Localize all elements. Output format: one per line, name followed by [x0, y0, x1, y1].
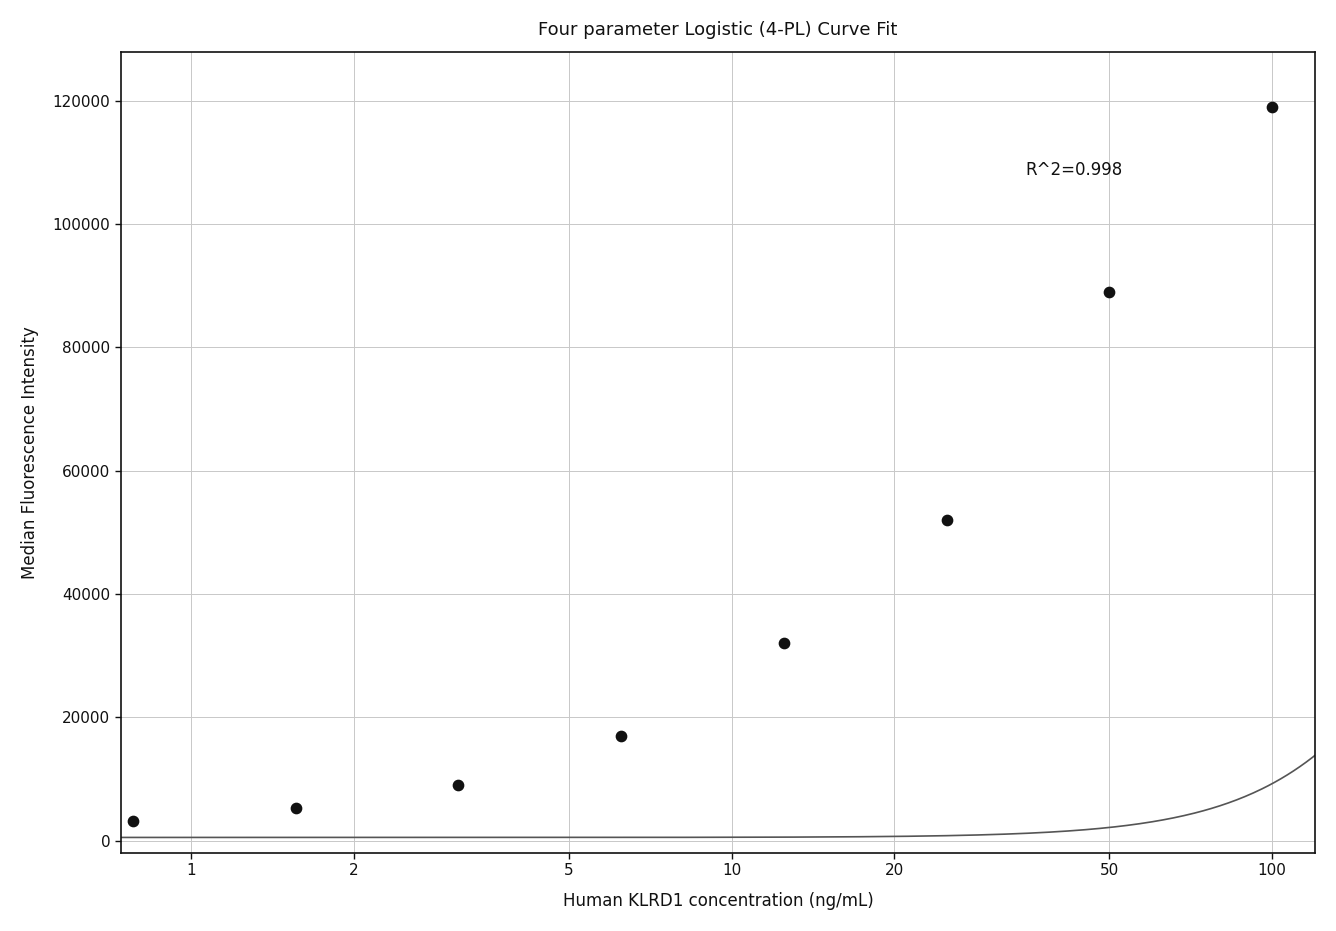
Point — [937, 513, 958, 528]
X-axis label: Human KLRD1 concentration (ng/mL): Human KLRD1 concentration (ng/mL) — [562, 892, 874, 911]
Point — [285, 801, 306, 816]
Text: R^2=0.998: R^2=0.998 — [1026, 161, 1122, 179]
Point — [1098, 285, 1120, 300]
Y-axis label: Median Fluorescence Intensity: Median Fluorescence Intensity — [21, 326, 39, 578]
Point — [122, 814, 143, 829]
Title: Four parameter Logistic (4-PL) Curve Fit: Four parameter Logistic (4-PL) Curve Fit — [538, 20, 898, 39]
Point — [1261, 100, 1283, 115]
Point — [611, 728, 632, 743]
Point — [774, 636, 795, 651]
Point — [448, 777, 469, 792]
